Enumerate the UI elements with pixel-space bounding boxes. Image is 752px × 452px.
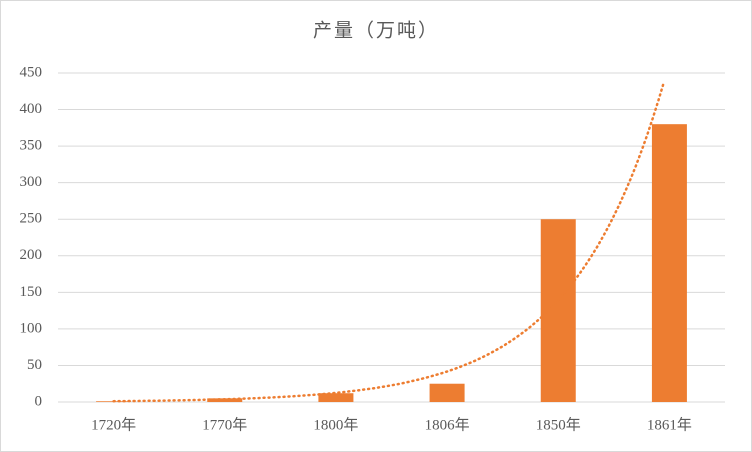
y-tick-label: 300 [20, 174, 43, 190]
x-tick-label: 1861年 [647, 416, 692, 433]
y-tick-label: 450 [20, 64, 43, 80]
x-tick-label: 1770年 [202, 416, 247, 433]
bar [318, 393, 354, 402]
bar [651, 124, 687, 402]
y-tick-label: 0 [35, 393, 43, 409]
trendline [112, 80, 666, 403]
y-tick-label: 50 [27, 357, 42, 373]
y-tick-label: 150 [20, 284, 43, 300]
y-tick-label: 350 [20, 138, 43, 154]
x-tick-label: 1720年 [91, 416, 136, 433]
x-tick-label: 1800年 [313, 416, 358, 433]
x-tick-label: 1850年 [536, 416, 581, 433]
x-tick-label: 1806年 [425, 416, 470, 433]
y-tick-label: 250 [20, 211, 43, 227]
y-tick-label: 100 [20, 320, 43, 336]
bar [540, 219, 576, 402]
y-tick-label: 400 [20, 101, 43, 117]
chart-title: 产量（万吨） [313, 19, 439, 41]
bar [429, 383, 465, 402]
y-tick-label: 200 [20, 247, 43, 263]
